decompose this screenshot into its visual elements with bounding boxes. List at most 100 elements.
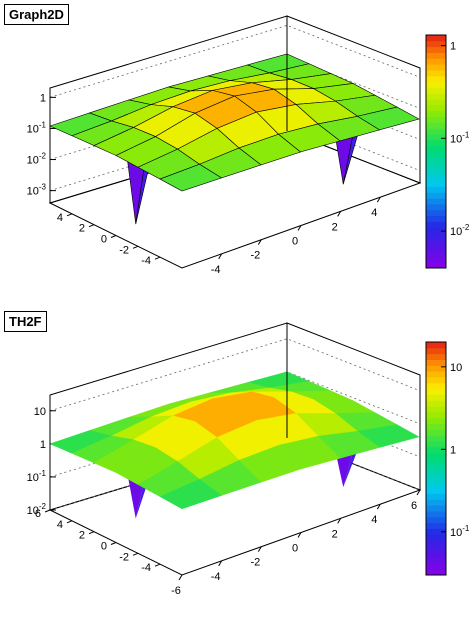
colorbar-band [426,256,446,263]
colorbar-band [426,40,446,48]
colorbar-band [426,192,446,199]
colorbar-band [426,540,446,547]
colorbar-band [426,353,446,360]
colorbar-band [426,534,446,541]
colorbar-tick-label: 10-1 [450,524,470,539]
y-tick [132,245,139,249]
colorbar-band [426,35,446,42]
x-tick-label: 0 [292,543,298,555]
y-tick [66,213,73,217]
colorbar-band [426,382,446,390]
colorbar-band [426,359,446,366]
colorbar-band [426,238,446,246]
x-tick [376,503,381,510]
colorbar-band [426,180,446,187]
z-tick-label: 10 [34,406,46,418]
y-tick-label: 6 [35,508,41,520]
pad-title: TH2F [4,311,47,332]
colorbar-band [426,563,446,570]
z-tick-label: 10-1 [27,120,47,135]
colorbar-band [426,52,446,59]
colorbar-band [426,233,446,240]
y-tick [154,256,161,260]
colorbar-band [426,347,446,355]
colorbar-tick-label: 10-2 [450,223,470,238]
colorbar-band [426,215,446,222]
colorbar-band [426,104,446,112]
x-tick-label: -4 [211,571,221,583]
colorbar-band [426,452,446,459]
colorbar-band [426,69,446,77]
colorbar-band [426,446,446,454]
colorbar-band [426,365,446,372]
th2f-pad: 10 1 10-1 10-2 -6 -4 -2 0 2 4 6 -4 -2 0 2 4 6 10 1 10-1 TH2… [0,307,474,613]
x-tick [337,518,342,524]
colorbar-band [426,221,446,228]
y-tick-label: 0 [101,234,107,246]
colorbar-band [426,99,446,106]
colorbar-band [426,134,446,141]
colorbar-band [426,493,446,500]
y-tick [110,542,117,545]
colorbar-tick-label: 10-1 [450,130,470,145]
colorbar-tick-label: 1 [450,41,456,53]
colorbar-band [426,209,446,217]
x-tick [416,489,421,496]
colorbar-band [426,376,446,384]
y-tick [88,531,95,535]
colorbar-band [426,87,446,94]
y-tick-label: 2 [79,530,85,542]
colorbar-band [426,510,446,518]
colorbar-band [426,569,446,576]
x-tick [218,253,223,260]
z-tick-label: 10-2 [27,152,47,167]
colorbar-tick-label: 1 [450,444,456,456]
y-tick [66,520,73,524]
colorbar-band [426,475,446,483]
surface-cell [159,478,223,510]
colorbar-band [426,93,446,100]
colorbar-band [426,122,446,129]
x-tick-label: -4 [211,264,221,276]
colorbar-band [426,470,446,477]
colorbar-band [426,429,446,436]
y-tick-label: -2 [119,551,129,563]
colorbar-band [426,203,446,211]
colorbar-band [426,545,446,553]
colorbar-band [426,464,446,471]
colorbar-band [426,198,446,205]
colorbar-band [426,388,446,395]
z-tick-label: 10-3 [27,183,47,198]
colorbar-band [426,528,446,535]
x-tick [218,560,223,567]
colorbar-band [426,128,446,135]
colorbar-tick-label: 10 [450,362,462,374]
colorbar-band [426,116,446,123]
colorbar-band [426,174,446,182]
z-tick-label: 10-1 [27,469,47,484]
colorbar-band [426,168,446,176]
colorbar-band [426,244,446,252]
y-tick [154,563,161,567]
x-tick [376,196,381,203]
colorbar-band [426,481,446,489]
x-tick-label: -2 [250,250,260,262]
y-tick-label: 2 [79,223,85,235]
pad-title: Graph2D [4,4,69,25]
y-tick-label: 0 [101,541,107,553]
colorbar-band [426,186,446,193]
y-tick [110,235,117,238]
graph2d-pad: 1 10-1 10-2 10-3 -4 -2 0 2 4 -4 -2 0 2 4 1 10-1 10-2 Gra… [0,0,474,306]
colorbar-band [426,139,446,147]
colorbar-band [426,64,446,71]
colorbar-band [426,110,446,118]
colorbar-band [426,371,446,378]
colorbar-band [426,227,446,234]
y-tick-label: -2 [119,244,129,256]
x-tick-label: -6 [171,585,181,597]
y-tick [44,509,51,513]
z-tick-label: 1 [40,439,46,451]
colorbar-band [426,417,446,425]
x-tick-label: 4 [371,514,377,526]
